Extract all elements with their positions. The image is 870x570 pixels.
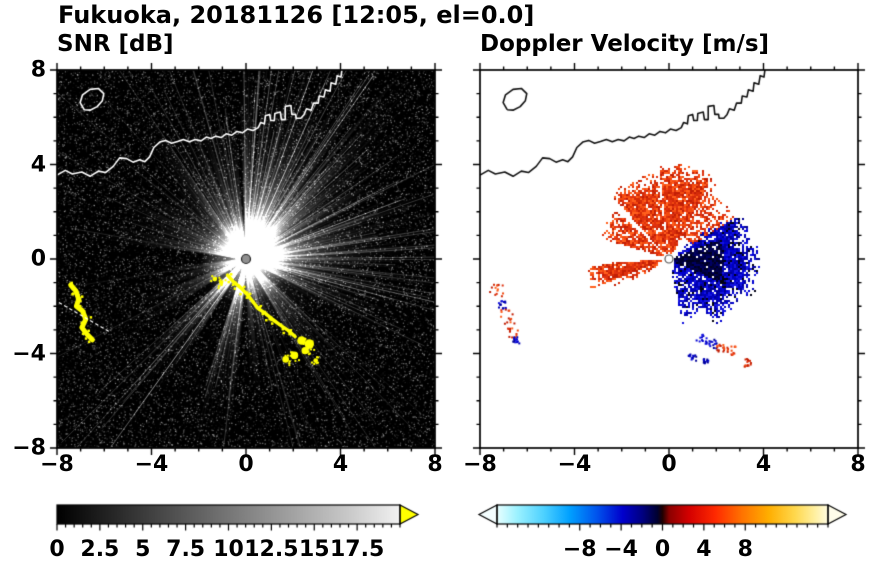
radar-figure: Fukuoka, 20181126 [12:05, el=0.0] SNR [d… (0, 0, 870, 570)
figure-canvas (0, 0, 870, 570)
